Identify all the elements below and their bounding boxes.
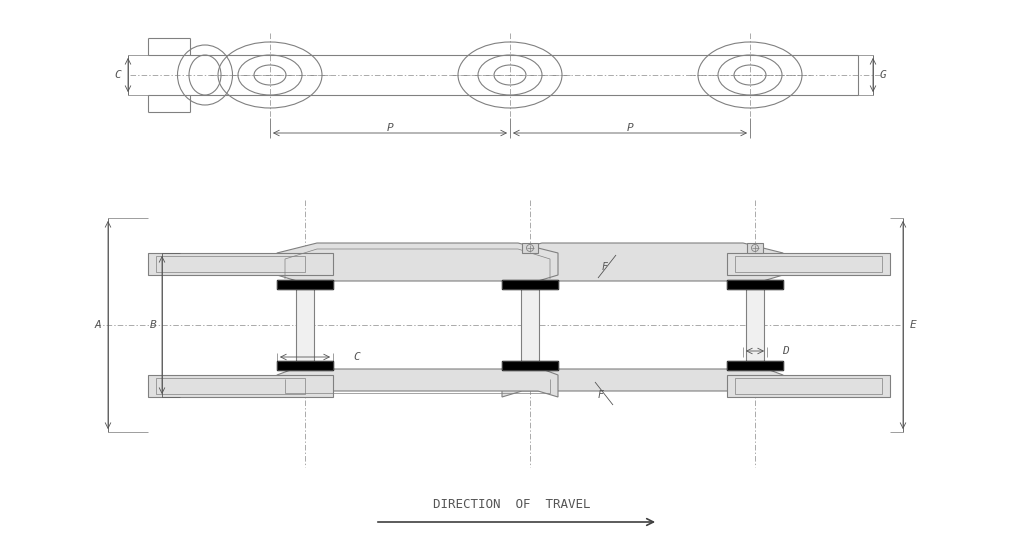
Bar: [735, 256, 882, 272]
Text: P: P: [627, 123, 634, 133]
Polygon shape: [727, 280, 783, 289]
Bar: [156, 378, 305, 394]
Text: D: D: [781, 346, 788, 356]
Polygon shape: [278, 243, 558, 281]
Polygon shape: [502, 369, 783, 397]
Bar: [148, 375, 333, 397]
Bar: [735, 378, 882, 394]
Bar: [746, 243, 763, 253]
Bar: [296, 289, 314, 361]
Text: P: P: [387, 123, 393, 133]
Bar: [521, 289, 539, 361]
Text: DIRECTION  OF  TRAVEL: DIRECTION OF TRAVEL: [433, 497, 591, 511]
Text: G: G: [880, 70, 887, 80]
Polygon shape: [502, 361, 558, 370]
Bar: [727, 375, 890, 397]
Polygon shape: [278, 280, 333, 289]
Text: F: F: [598, 390, 604, 400]
Text: E: E: [909, 320, 916, 330]
Polygon shape: [502, 243, 783, 281]
Text: F: F: [601, 262, 607, 272]
Bar: [148, 253, 333, 275]
Text: C: C: [353, 352, 360, 362]
Bar: [522, 243, 538, 253]
Text: A: A: [94, 320, 101, 330]
Polygon shape: [278, 361, 333, 370]
Text: C: C: [115, 70, 122, 80]
Polygon shape: [502, 280, 558, 289]
Polygon shape: [727, 361, 783, 370]
Text: B: B: [150, 320, 157, 330]
Bar: [727, 253, 890, 275]
Bar: [156, 256, 305, 272]
Bar: [746, 289, 764, 361]
Polygon shape: [278, 369, 558, 397]
